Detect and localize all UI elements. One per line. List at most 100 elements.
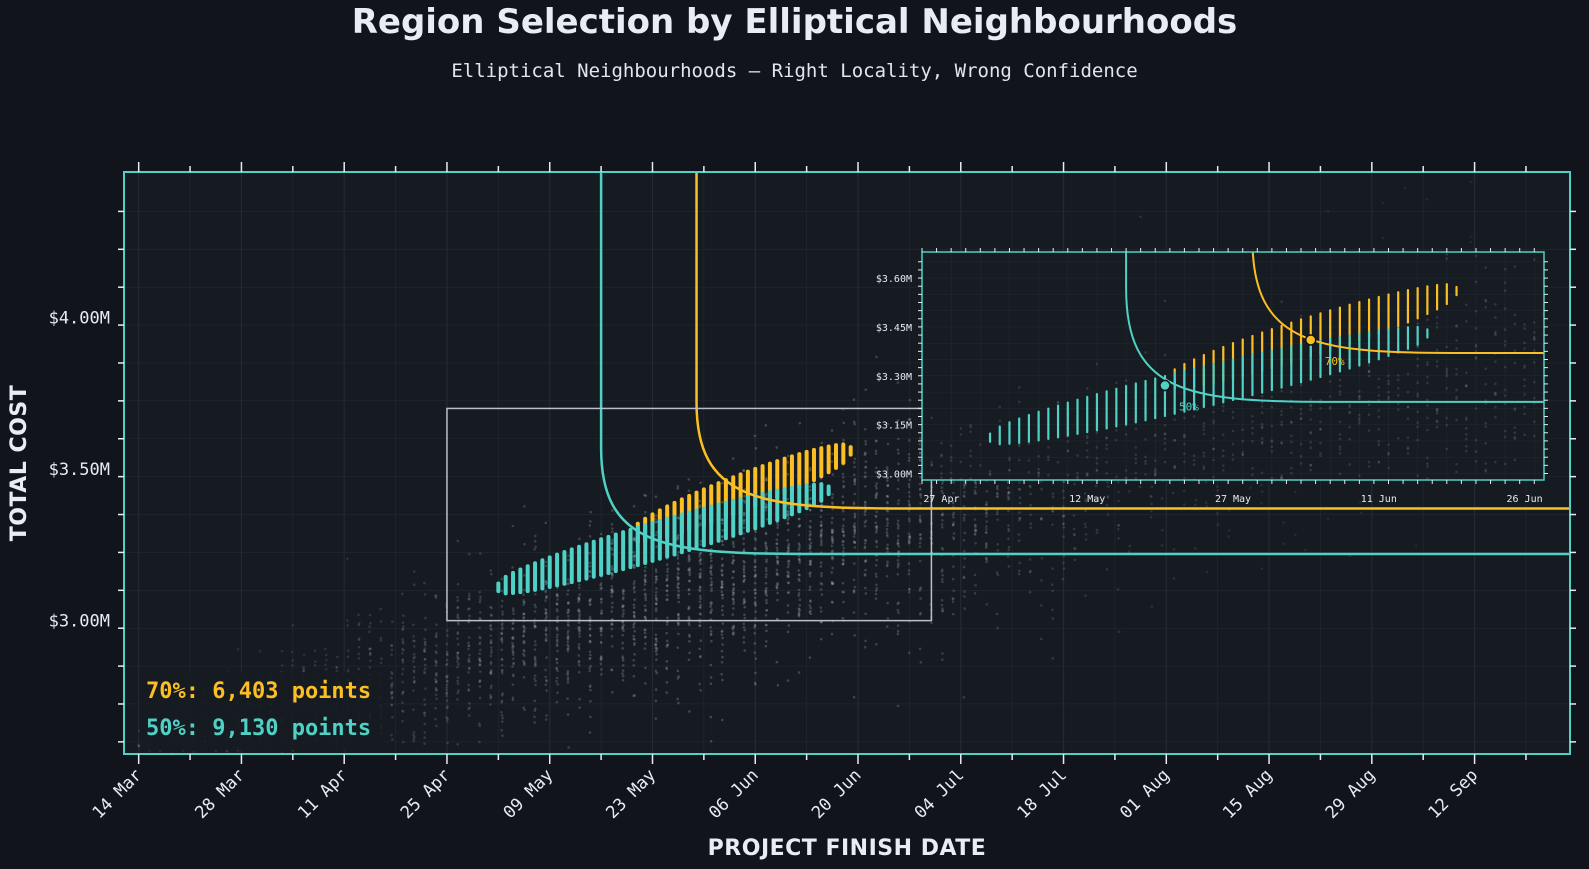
data-point xyxy=(599,627,603,631)
data-point xyxy=(544,611,548,614)
data-point xyxy=(1061,522,1065,526)
data-point xyxy=(742,574,746,578)
data-point xyxy=(632,658,636,662)
data-point xyxy=(731,555,735,558)
data-point xyxy=(544,580,548,584)
data-point xyxy=(511,524,515,528)
data-point xyxy=(709,663,713,667)
data-point xyxy=(907,452,911,456)
data-point xyxy=(787,549,791,552)
data-point xyxy=(412,680,416,684)
data-point xyxy=(820,574,823,578)
data-point xyxy=(941,609,945,613)
data-point xyxy=(588,628,592,631)
data-point xyxy=(413,655,416,659)
data-point xyxy=(600,586,603,590)
data-point xyxy=(886,472,889,475)
inset-data-point xyxy=(1183,416,1186,420)
data-point xyxy=(435,680,438,683)
data-point xyxy=(1040,518,1043,521)
data-point xyxy=(1117,499,1120,503)
data-point xyxy=(413,679,416,683)
data-point xyxy=(819,515,823,519)
data-point xyxy=(918,514,922,518)
inset-data-point xyxy=(1251,473,1254,477)
inset-data-point xyxy=(1474,327,1478,330)
data-point xyxy=(500,627,504,631)
data-point xyxy=(874,589,878,592)
data-point xyxy=(555,661,559,665)
inset-data-point xyxy=(998,419,1002,422)
inset-data-point xyxy=(1494,303,1497,306)
data-point xyxy=(654,581,657,584)
data-point xyxy=(643,569,647,573)
inset-data-point xyxy=(1037,471,1040,474)
inset-data-point xyxy=(1494,391,1497,395)
data-point xyxy=(897,499,900,502)
data-point xyxy=(456,631,460,634)
inset-data-point xyxy=(1532,349,1536,352)
data-point xyxy=(401,627,405,631)
inset-data-point xyxy=(1416,322,1419,325)
data-point xyxy=(809,562,812,565)
data-point xyxy=(875,491,879,495)
data-point xyxy=(830,632,834,636)
inset-data-point xyxy=(1231,453,1235,456)
data-point xyxy=(775,538,779,542)
data-point xyxy=(523,505,526,508)
data-point xyxy=(776,560,780,563)
data-point xyxy=(764,592,767,595)
data-point xyxy=(522,634,525,637)
data-point xyxy=(973,489,977,493)
data-point xyxy=(434,680,438,683)
data-point xyxy=(478,657,481,661)
data-point xyxy=(622,592,625,596)
data-point xyxy=(1227,535,1230,539)
data-point xyxy=(643,577,647,581)
data-point xyxy=(610,690,614,694)
data-point xyxy=(864,568,867,572)
data-point xyxy=(489,671,493,675)
data-point xyxy=(401,651,404,655)
data-point xyxy=(841,562,845,565)
data-point xyxy=(830,528,834,532)
data-point xyxy=(853,492,857,496)
data-point xyxy=(577,586,581,590)
data-point xyxy=(808,588,812,592)
data-point xyxy=(687,554,691,557)
data-point xyxy=(500,632,504,636)
data-point xyxy=(1469,240,1473,244)
inset-data-point xyxy=(1377,409,1381,412)
inset-data-point xyxy=(1309,408,1313,412)
data-point xyxy=(710,639,713,643)
data-point xyxy=(886,476,889,480)
data-point xyxy=(1359,511,1363,515)
data-point xyxy=(885,475,889,479)
data-point xyxy=(600,601,603,604)
inset-data-point xyxy=(979,463,982,467)
data-point xyxy=(820,593,824,596)
data-point xyxy=(610,522,614,526)
chart-subtitle: Elliptical Neighbourhoods — Right Locali… xyxy=(451,60,1138,82)
data-point xyxy=(677,567,680,571)
data-point xyxy=(578,537,581,541)
data-point xyxy=(754,602,757,606)
data-point xyxy=(632,563,635,567)
x-tick-label: 14 Mar xyxy=(89,765,147,823)
data-point xyxy=(973,491,977,495)
data-point xyxy=(600,657,603,660)
data-point xyxy=(588,669,591,673)
data-point xyxy=(1061,514,1065,518)
data-point xyxy=(908,541,911,544)
data-point xyxy=(1062,480,1066,484)
data-point xyxy=(952,491,955,495)
data-point xyxy=(963,590,966,593)
data-point xyxy=(786,521,790,525)
data-point xyxy=(918,488,922,491)
data-point xyxy=(655,671,659,675)
data-point xyxy=(545,596,548,600)
data-point xyxy=(919,586,923,589)
data-point xyxy=(677,616,681,620)
data-point xyxy=(456,599,460,602)
data-point xyxy=(885,533,889,536)
